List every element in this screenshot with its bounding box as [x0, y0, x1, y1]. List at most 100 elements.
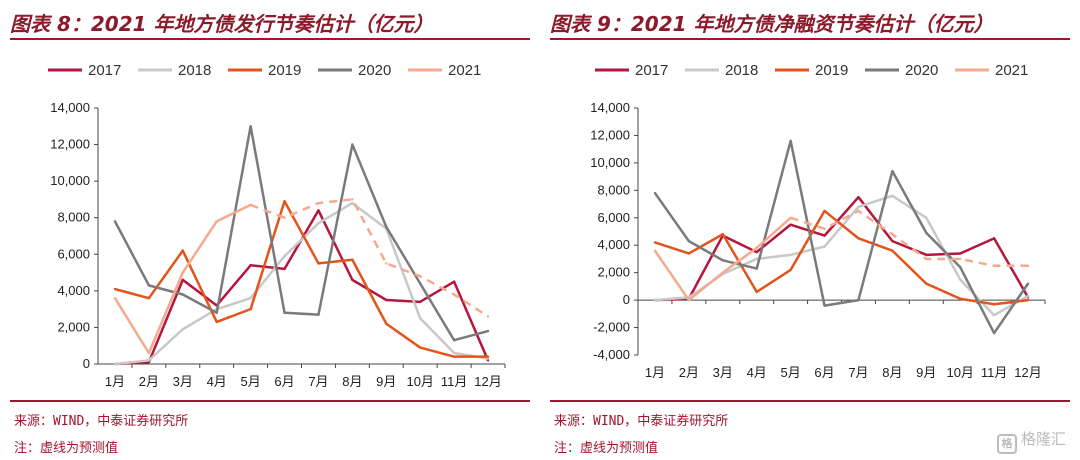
- x-tick-label: 11月: [441, 374, 468, 389]
- y-tick-label: -4,000: [593, 347, 630, 362]
- data-point-2019-2: [687, 252, 691, 255]
- data-point-2020-10: [959, 265, 962, 269]
- y-tick-label: 0: [83, 356, 90, 371]
- data-point-2020-1: [113, 220, 117, 223]
- data-point-2019-1: [653, 241, 657, 244]
- data-point-2020-11: [992, 331, 996, 335]
- net-financing-panel: 图表 9：2021 年地方债净融资节奏估计（亿元） 2017 2018 2019 20…: [550, 0, 1075, 460]
- data-point-2017-5: [789, 223, 792, 226]
- x-tick-label: 11月: [981, 365, 1008, 380]
- watermark-text: 格隆汇: [1020, 430, 1066, 448]
- legend-label-2021: 2021: [995, 62, 1028, 79]
- issuance-line-chart: 2017 2018 2019 2020 2021 0 2,000 4,000 6,000 8,00…: [48, 62, 506, 389]
- data-point-2020-12: [486, 329, 490, 333]
- y-tick-label: 8,000: [57, 210, 90, 225]
- data-point-2021-1: [653, 249, 657, 252]
- data-point-2018-5: [789, 253, 792, 257]
- data-point-2021-9: [385, 262, 388, 265]
- x-tick-label: 8月: [342, 374, 362, 389]
- data-point-2021-7: [317, 201, 320, 205]
- data-point-2019-4: [755, 290, 758, 294]
- data-point-2018-1: [113, 362, 117, 366]
- data-point-2021-3: [721, 271, 724, 274]
- data-point-2020-5: [789, 139, 792, 143]
- data-point-2020-11: [452, 339, 456, 342]
- series-2017: [653, 195, 1030, 302]
- data-point-2017-7: [317, 209, 320, 212]
- data-point-2017-6: [823, 234, 826, 237]
- data-point-2021-8: [891, 233, 894, 236]
- data-point-2020-2: [147, 284, 151, 287]
- data-point-2017-3: [181, 278, 184, 282]
- data-point-2019-2: [147, 296, 151, 300]
- title-divider: [550, 38, 1070, 40]
- data-point-2021-2: [687, 298, 691, 302]
- data-point-2021-3: [181, 271, 184, 274]
- y-tick-label: 14,000: [590, 100, 630, 115]
- data-point-2019-11: [452, 355, 456, 358]
- data-point-2019-4: [215, 320, 218, 324]
- data-point-2020-12: [1026, 282, 1030, 285]
- data-point-2017-11: [992, 237, 996, 240]
- chart-title: 图表 9：2021 年地方债净融资节奏估计（亿元）: [550, 12, 994, 36]
- x-tick-label: 4月: [747, 365, 767, 380]
- data-point-2019-5: [789, 268, 792, 272]
- data-point-2019-9: [385, 322, 388, 325]
- data-point-2017-4: [755, 250, 758, 254]
- data-point-2017-9: [925, 253, 928, 257]
- y-tick-label: 14,000: [50, 100, 90, 115]
- data-point-2017-10: [959, 252, 962, 255]
- data-point-2020-2: [687, 239, 691, 243]
- series-2018: [653, 194, 1030, 317]
- series-2021: [653, 209, 1030, 302]
- data-point-2019-10: [959, 297, 962, 300]
- data-point-2018-10: [419, 317, 422, 320]
- data-point-2020-6: [283, 311, 286, 314]
- legend-label-2018: 2018: [725, 62, 758, 79]
- data-point-2020-3: [721, 259, 724, 262]
- data-point-2017-10: [419, 300, 422, 304]
- x-tick-label: 12月: [474, 374, 501, 389]
- series-2020: [653, 139, 1030, 335]
- data-point-2018-6: [823, 245, 826, 248]
- y-tick-label: 10,000: [50, 173, 90, 188]
- data-point-2019-6: [823, 209, 826, 213]
- data-point-2018-2: [147, 359, 151, 362]
- y-tick-label: 6,000: [57, 246, 90, 261]
- x-tick-label: 8月: [882, 365, 902, 380]
- data-point-2021-6: [823, 227, 826, 230]
- x-tick-label: 9月: [376, 374, 396, 389]
- data-point-2020-9: [925, 231, 928, 235]
- y-tick-label: 2,000: [57, 319, 90, 334]
- data-point-2017-12: [486, 359, 490, 362]
- legend-label-2020: 2020: [905, 62, 938, 79]
- data-point-2021-11: [992, 264, 996, 268]
- y-tick-label: 6,000: [597, 210, 630, 225]
- data-point-2018-6: [283, 254, 286, 258]
- data-point-2021-7: [857, 209, 860, 213]
- series-2021: [113, 198, 490, 355]
- data-point-2020-7: [857, 298, 860, 302]
- data-point-2018-5: [249, 296, 252, 300]
- data-point-2019-7: [317, 262, 320, 265]
- data-point-2018-8: [351, 201, 354, 205]
- data-point-2019-6: [283, 200, 286, 203]
- series-line-2019: [114, 200, 489, 358]
- data-point-2021-4: [215, 220, 218, 223]
- data-point-2019-3: [181, 249, 184, 252]
- data-point-2019-5: [249, 307, 252, 311]
- data-point-2020-6: [823, 304, 826, 307]
- legend-label-2019: 2019: [815, 62, 848, 79]
- data-point-2018-12: [1026, 294, 1030, 298]
- data-point-2021-12: [1026, 264, 1030, 268]
- series-2019: [113, 200, 490, 358]
- data-point-2018-9: [925, 216, 928, 219]
- data-point-2018-7: [317, 222, 320, 225]
- title-divider: [10, 38, 530, 40]
- data-point-2018-1: [653, 298, 657, 302]
- legend-label-2021: 2021: [448, 62, 481, 79]
- y-tick-label: 10,000: [590, 155, 630, 170]
- legend-label-2017: 2017: [635, 62, 668, 79]
- data-point-2017-5: [249, 264, 252, 267]
- data-point-2019-11: [992, 303, 996, 306]
